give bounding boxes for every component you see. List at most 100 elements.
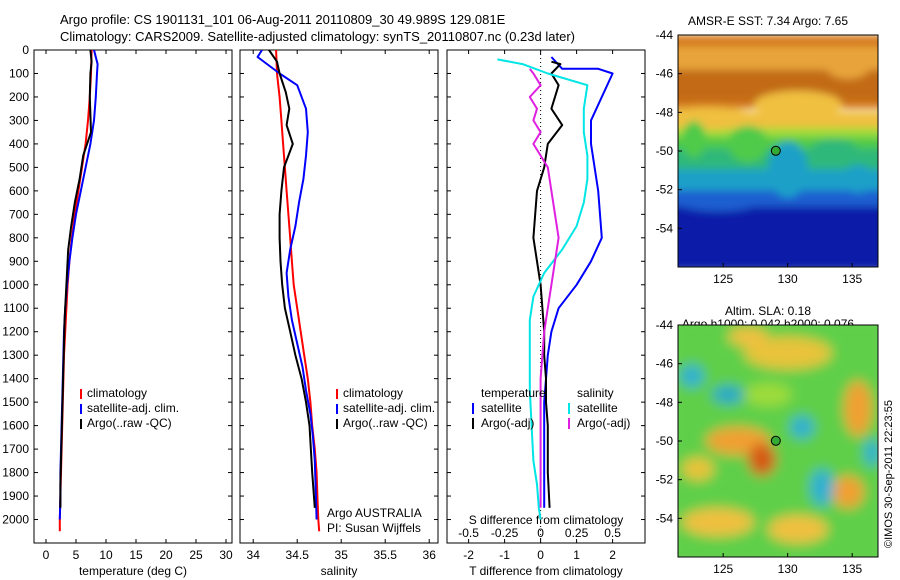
depth-tick-label: 1000	[2, 278, 29, 292]
x-tick-label-temperature: 10	[99, 548, 113, 562]
sst-front	[718, 72, 758, 100]
float-marker-sla_map	[770, 435, 781, 446]
map-title-sst_map: AMSR-E SST: 7.34 Argo: 7.65	[688, 14, 848, 28]
depth-tick-label: 400	[9, 137, 29, 151]
x-tick-label-temperature: 0	[43, 548, 50, 562]
map-y-tick-label-sla_map: -52	[656, 473, 674, 487]
sst-front	[768, 141, 808, 198]
sla-anomaly	[744, 336, 832, 370]
sst-band	[678, 206, 878, 267]
legend-entry-salinity: climatology	[343, 386, 403, 400]
panel-salinity: 34 34.5 35 35.5 36 salinity Argo AUSTRALIAPI: …	[239, 49, 439, 578]
series-group-difference	[497, 56, 614, 520]
map-y-tick-label-sla_map: -48	[656, 395, 674, 409]
legend-entry-difference: satellite	[481, 401, 522, 415]
x-tick-label-temperature: 5	[73, 548, 80, 562]
map-y-tick-label-sst_map: -46	[656, 67, 674, 81]
depth-tick-label: 1100	[3, 301, 29, 315]
map-sst_map: AMSR-E SST: 7.34 Argo: 7.65 125 130 135 -44 -…	[656, 14, 879, 286]
x-tick-label-difference: 1	[573, 548, 580, 562]
x-tick-label-salinity: 35.5	[374, 548, 398, 562]
map-field-layer-sst_map	[678, 35, 878, 267]
depth-tick-label: 700	[9, 207, 29, 221]
legend-entry-difference: satellite	[577, 401, 618, 415]
depth-tick-label: 0	[22, 43, 29, 57]
legend-header-temperature: temperature	[481, 386, 546, 400]
map-field-sst_map	[678, 35, 878, 267]
x-tick-label-temperature: 25	[189, 548, 203, 562]
depth-tick-label: 500	[9, 160, 29, 174]
series-line-salinity-2	[268, 50, 316, 508]
legend-entry-temperature: climatology	[87, 386, 147, 400]
s-diff-tick-label: -0.25	[491, 526, 519, 540]
s-diff-tick-label: 0.5	[604, 526, 621, 540]
sst-front	[682, 120, 706, 158]
sla-anomaly	[864, 438, 878, 467]
legend-header-salinity: salinity	[577, 386, 614, 400]
s-diff-tick-label: 0	[537, 526, 544, 540]
map-y-tick-label-sst_map: -54	[656, 221, 674, 235]
depth-tick-label: 100	[9, 66, 29, 80]
depth-tick-label: 800	[9, 231, 29, 245]
series-line-difference-1	[532, 60, 564, 508]
map-x-tick-label-sla_map: 135	[842, 562, 862, 576]
x-tick-label-difference: -1	[499, 548, 510, 562]
x-tick-label-salinity: 34.5	[286, 548, 310, 562]
map-x-tick-label-sla_map: 130	[778, 562, 798, 576]
sst-front	[842, 164, 874, 193]
series-line-difference-3	[528, 68, 560, 508]
s-diff-tick-label: -0.5	[458, 526, 479, 540]
x-tick-label-temperature: 30	[219, 548, 233, 562]
legend-entry-temperature: Argo(..raw -QC)	[87, 416, 172, 430]
sst-front	[810, 139, 858, 163]
s-diff-axis-label: S difference from climatology	[469, 513, 624, 527]
legend-entry-difference: Argo(-adj)	[577, 416, 630, 430]
x-tick-label-salinity: 34	[247, 548, 261, 562]
sla-anomaly	[790, 415, 814, 439]
annotation-salinity: Argo AUSTRALIA	[327, 506, 422, 520]
legend-entry-salinity: satellite-adj. clim.	[343, 401, 435, 415]
depth-tick-label: 1600	[2, 419, 29, 433]
map-title-sla_map: Altim. SLA: 0.18	[725, 304, 811, 318]
profile-title: Argo profile: CS 1901131_101 06-Aug-2011…	[60, 12, 506, 27]
series-line-temperature-2	[59, 50, 93, 508]
panel-temperature: 0 5 10 15 20 25 300100200300400500600700800900…	[2, 43, 233, 578]
sla-anomaly	[680, 364, 704, 388]
sla-anomaly	[744, 383, 792, 407]
x-axis-label-temperature: temperature (deg C)	[79, 564, 187, 578]
annotation-salinity: PI: Susan Wijffels	[327, 521, 421, 535]
series-line-salinity-1	[256, 50, 318, 520]
map-y-tick-label-sla_map: -44	[656, 318, 674, 332]
depth-tick-label: 1200	[2, 325, 29, 339]
map-y-tick-label-sst_map: -50	[656, 144, 674, 158]
x-axis-label-difference: T difference from climatology	[469, 564, 623, 578]
sla-anomaly	[832, 475, 864, 509]
x-axis-label-salinity: salinity	[321, 564, 358, 578]
legend-entry-difference: Argo(-adj)	[481, 416, 534, 430]
x-tick-label-salinity: 36	[423, 548, 437, 562]
sla-anomaly	[810, 468, 834, 506]
x-tick-label-temperature: 15	[129, 548, 143, 562]
series-line-difference-2	[497, 58, 589, 520]
imos-timestamp: ©IMOS 30-Sep-2011 22:23:55	[883, 400, 895, 548]
x-tick-label-difference: 0	[537, 548, 544, 562]
depth-tick-label: 1400	[2, 372, 29, 386]
map-y-tick-label-sla_map: -50	[656, 434, 674, 448]
depth-tick-label: 1500	[2, 395, 29, 409]
map-x-tick-label-sla_map: 125	[713, 562, 733, 576]
depth-tick-label: 900	[9, 254, 29, 268]
depth-tick-label: 200	[9, 90, 29, 104]
x-tick-label-temperature: 20	[159, 548, 173, 562]
map-x-tick-label-sst_map: 135	[842, 272, 862, 286]
map-y-tick-label-sst_map: -48	[656, 105, 674, 119]
map-y-tick-label-sla_map: -46	[656, 357, 674, 371]
x-tick-label-salinity: 35	[335, 548, 349, 562]
sla-anomaly	[768, 515, 828, 544]
series-group-salinity	[256, 50, 321, 532]
sla-anomaly	[682, 508, 754, 537]
series-group-temperature	[58, 50, 99, 532]
depth-tick-label: 1800	[2, 466, 29, 480]
sst-front	[754, 90, 842, 119]
legend-entry-salinity: Argo(..raw -QC)	[343, 416, 428, 430]
